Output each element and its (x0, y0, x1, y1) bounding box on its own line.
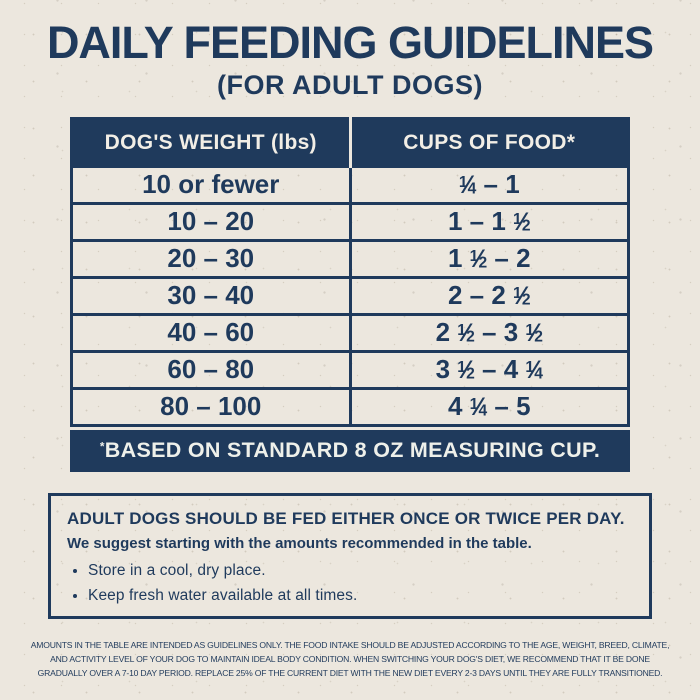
weight-cell: 10 – 20 (71, 201, 352, 240)
fine-print-line: AMOUNTS IN THE TABLE ARE INTENDED AS GUI… (30, 639, 670, 650)
table-row: 10 – 20 1 – 1 1⁄2 (71, 201, 629, 240)
cups-cell: 1 1⁄2 – 2 (350, 238, 629, 277)
table-row: 10 or fewer 1⁄4 – 1 (71, 164, 629, 203)
column-header-weight: DOG'S WEIGHT (lbs) (71, 118, 350, 166)
table-row: 30 – 40 2 – 2 1⁄2 (71, 275, 629, 314)
cups-cell: 1 – 1 1⁄2 (350, 201, 629, 240)
fine-print-line: GRADUALLY OVER A 7-10 DAY PERIOD. REPLAC… (37, 667, 663, 678)
feeding-table: DOG'S WEIGHT (lbs) CUPS OF FOOD* 10 or f… (70, 116, 630, 427)
table-footnote: *BASED ON STANDARD 8 OZ MEASURING CUP. (70, 429, 630, 472)
weight-cell: 10 or fewer (71, 164, 352, 203)
footnote-asterisk: * (99, 439, 105, 453)
cups-cell: 3 1⁄2 – 4 1⁄4 (350, 349, 629, 388)
cups-cell: 1⁄4 – 1 (350, 164, 629, 203)
table-row: 80 – 100 4 1⁄4 – 5 (71, 386, 629, 425)
bullet-item: Keep fresh water available at all times. (88, 587, 633, 605)
note-bullets: Store in a cool, dry place. Keep fresh wa… (67, 562, 633, 605)
fine-print-line: AND ACTIVITY LEVEL OF YOUR DOG TO MAINTA… (50, 653, 650, 664)
table-row: 60 – 80 3 1⁄2 – 4 1⁄4 (71, 349, 629, 388)
bullet-item: Store in a cool, dry place. (88, 562, 633, 580)
cups-cell: 2 – 2 1⁄2 (350, 275, 629, 314)
note-heading: ADULT DOGS SHOULD BE FED EITHER ONCE OR … (67, 508, 625, 528)
weight-cell: 60 – 80 (71, 349, 352, 388)
table-header-row: DOG'S WEIGHT (lbs) CUPS OF FOOD* (71, 118, 629, 166)
feeding-table-body: 10 or fewer 1⁄4 – 1 10 – 20 1 – 1 1⁄2 20 – 3… (71, 164, 629, 425)
table-row: 20 – 30 1 1⁄2 – 2 (71, 238, 629, 277)
page-subtitle: (FOR ADULT DOGS) (217, 69, 483, 100)
weight-cell: 30 – 40 (71, 275, 352, 314)
note-subheading: We suggest starting with the amounts rec… (67, 534, 532, 552)
weight-cell: 20 – 30 (71, 238, 352, 277)
weight-cell: 40 – 60 (71, 312, 352, 351)
cups-cell: 4 1⁄4 – 5 (350, 386, 629, 425)
table-row: 40 – 60 2 1⁄2 – 3 1⁄2 (71, 312, 629, 351)
weight-cell: 80 – 100 (71, 386, 352, 425)
page-title: DAILY FEEDING GUIDELINES (46, 17, 654, 68)
note-box: ADULT DOGS SHOULD BE FED EITHER ONCE OR … (48, 492, 652, 619)
cups-cell: 2 1⁄2 – 3 1⁄2 (350, 312, 629, 351)
footnote-text: BASED ON STANDARD 8 OZ MEASURING CUP. (104, 437, 601, 462)
column-header-cups: CUPS OF FOOD* (348, 118, 629, 166)
fine-print: AMOUNTS IN THE TABLE ARE INTENDED AS GUI… (0, 638, 700, 681)
